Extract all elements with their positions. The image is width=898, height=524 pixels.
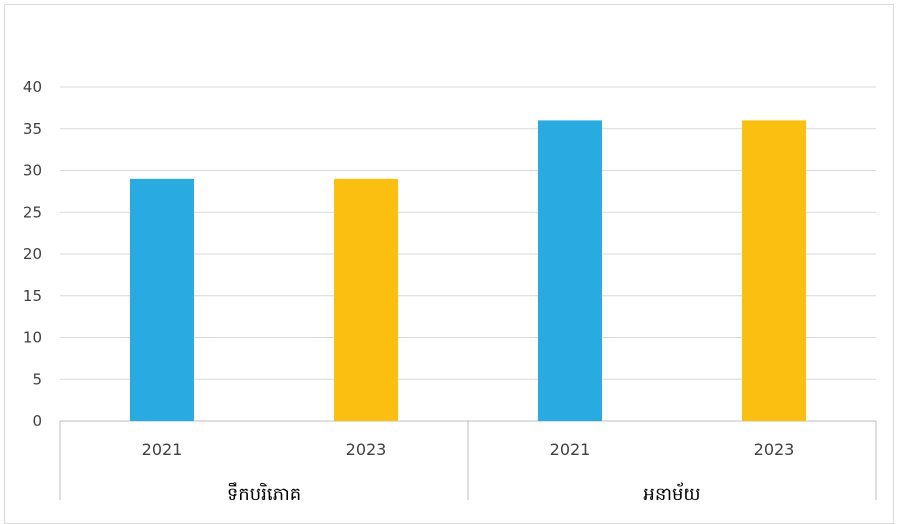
x-category-label: 2021 <box>142 440 183 459</box>
y-tick-label: 0 <box>32 412 42 430</box>
x-category-label: 2023 <box>346 440 387 459</box>
y-tick-label: 30 <box>23 162 42 180</box>
y-tick-label: 5 <box>32 370 42 388</box>
x-group-label: អនាម័យ <box>643 482 700 505</box>
bar-group1-2021 <box>130 178 194 421</box>
y-tick-label: 35 <box>23 120 42 138</box>
y-tick-label: 25 <box>23 203 42 221</box>
x-category-label: 2021 <box>550 440 591 459</box>
bar-chart: 0 5 10 15 20 25 30 35 40 2021 2023 ទឹកបរិភោគ 2021 202… <box>23 78 877 505</box>
y-tick-label: 10 <box>23 329 42 347</box>
bar-group1-2023 <box>334 178 398 421</box>
bar-group2-2023 <box>742 120 806 422</box>
x-category-label: 2023 <box>754 440 795 459</box>
y-tick-label: 15 <box>23 287 42 305</box>
bar-group2-2021 <box>538 120 602 422</box>
y-tick-label: 20 <box>23 245 42 263</box>
x-group-label: ទឹកបរិភោគ <box>227 482 301 505</box>
y-tick-label: 40 <box>23 78 42 96</box>
